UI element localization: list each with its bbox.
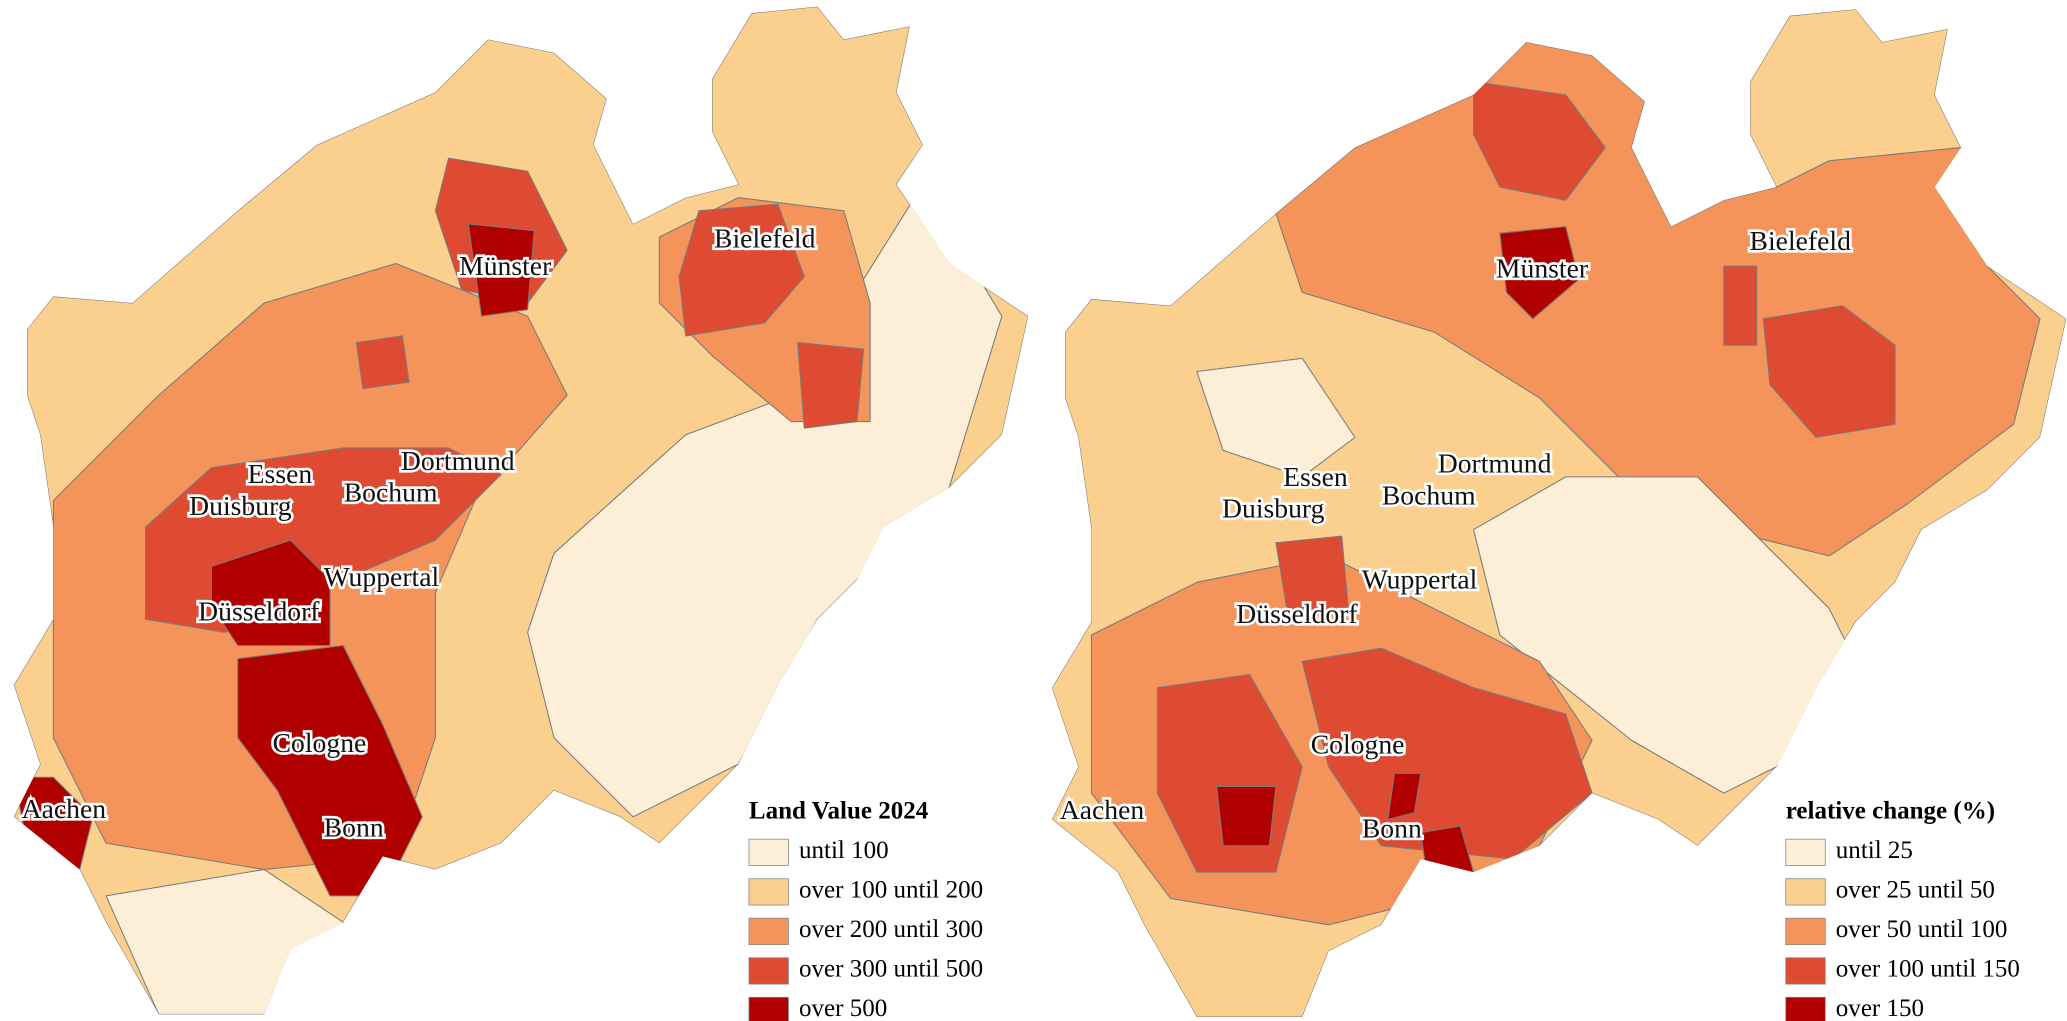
- city-label: Dortmund: [401, 445, 515, 476]
- region: [1216, 785, 1277, 847]
- map-relative-change: [1051, 9, 2067, 1018]
- region: [797, 342, 865, 429]
- region: [1301, 647, 1593, 860]
- legend-label: over 100 until 200: [799, 877, 983, 904]
- city-label: Münster: [459, 250, 551, 281]
- region: [1762, 305, 1896, 438]
- region: [1472, 81, 1606, 201]
- legend-title: Land Value 2024: [749, 798, 929, 825]
- city-label: Bonn: [324, 811, 384, 842]
- city-label: Duisburg: [189, 490, 292, 521]
- city-label: Aachen: [1060, 794, 1145, 825]
- city-label: Düsseldorf: [198, 595, 320, 626]
- legend-label: over 300 until 500: [799, 956, 983, 983]
- legend-label: over 500: [799, 995, 887, 1021]
- legend-swatch: [1785, 838, 1826, 866]
- legend-label: over 25 until 50: [1836, 877, 1995, 904]
- region: [355, 335, 410, 390]
- region: [210, 539, 331, 647]
- city-label: Bonn: [1362, 813, 1422, 844]
- city-label: Cologne: [273, 727, 367, 758]
- city-labels-left: Münster Bielefeld Essen Dortmund Duisbur…: [19, 220, 818, 845]
- legend-label: until 100: [799, 837, 889, 864]
- legend-label: over 150: [1836, 995, 1924, 1021]
- legend-swatch: [748, 878, 789, 906]
- legend-swatch: [1785, 957, 1826, 985]
- city-label: Essen: [1283, 461, 1348, 492]
- region: [1196, 357, 1356, 478]
- legend-swatch: [748, 957, 789, 985]
- legend-label: over 50 until 100: [1836, 916, 2008, 943]
- legend-swatch: [748, 996, 789, 1021]
- legend-swatch: [748, 838, 789, 866]
- legend-label: until 25: [1836, 837, 1913, 864]
- city-label: Duisburg: [1222, 493, 1325, 524]
- region: [1499, 226, 1580, 320]
- region: [1387, 772, 1422, 820]
- city-label: Wuppertal: [324, 561, 440, 592]
- legend-swatch: [1785, 878, 1826, 906]
- region: [1723, 265, 1758, 346]
- legend-swatch: [1785, 996, 1826, 1021]
- city-label: Bochum: [344, 477, 438, 508]
- city-label: Bielefeld: [714, 222, 816, 253]
- legend-label: over 100 until 150: [1836, 956, 2020, 983]
- region: [467, 223, 535, 317]
- region: [678, 203, 805, 337]
- city-label: Cologne: [1311, 728, 1405, 759]
- city-label: Bielefeld: [1750, 225, 1852, 256]
- city-label: Münster: [1496, 253, 1588, 284]
- map-land-value: [13, 6, 1029, 1015]
- legend-swatch: [748, 917, 789, 945]
- legend: Land Value 2024 until 100 over 100 until 2…: [748, 798, 983, 1021]
- legend-title: relative change (%): [1786, 798, 1995, 825]
- legend: relative change (%) until 25 over 25 until…: [1785, 798, 2020, 1021]
- city-label: Bochum: [1382, 479, 1476, 510]
- city-label: Dortmund: [1438, 448, 1552, 479]
- city-label: Wuppertal: [1362, 564, 1478, 595]
- legend-label: over 200 until 300: [799, 916, 983, 943]
- legend-swatch: [1785, 917, 1826, 945]
- region: [1275, 535, 1349, 623]
- city-labels-right: Münster Bielefeld Essen Dortmund Duisbur…: [1057, 222, 1854, 846]
- city-label: Essen: [248, 458, 313, 489]
- city-label: Aachen: [22, 793, 107, 824]
- city-label: Düsseldorf: [1236, 598, 1358, 629]
